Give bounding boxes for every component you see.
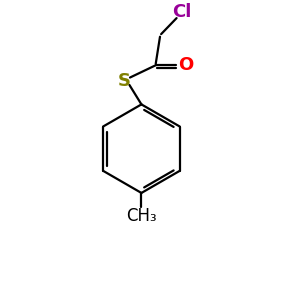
Text: Cl: Cl	[172, 3, 192, 21]
Text: O: O	[178, 56, 193, 74]
Text: S: S	[118, 72, 131, 90]
Text: CH₃: CH₃	[126, 207, 157, 225]
